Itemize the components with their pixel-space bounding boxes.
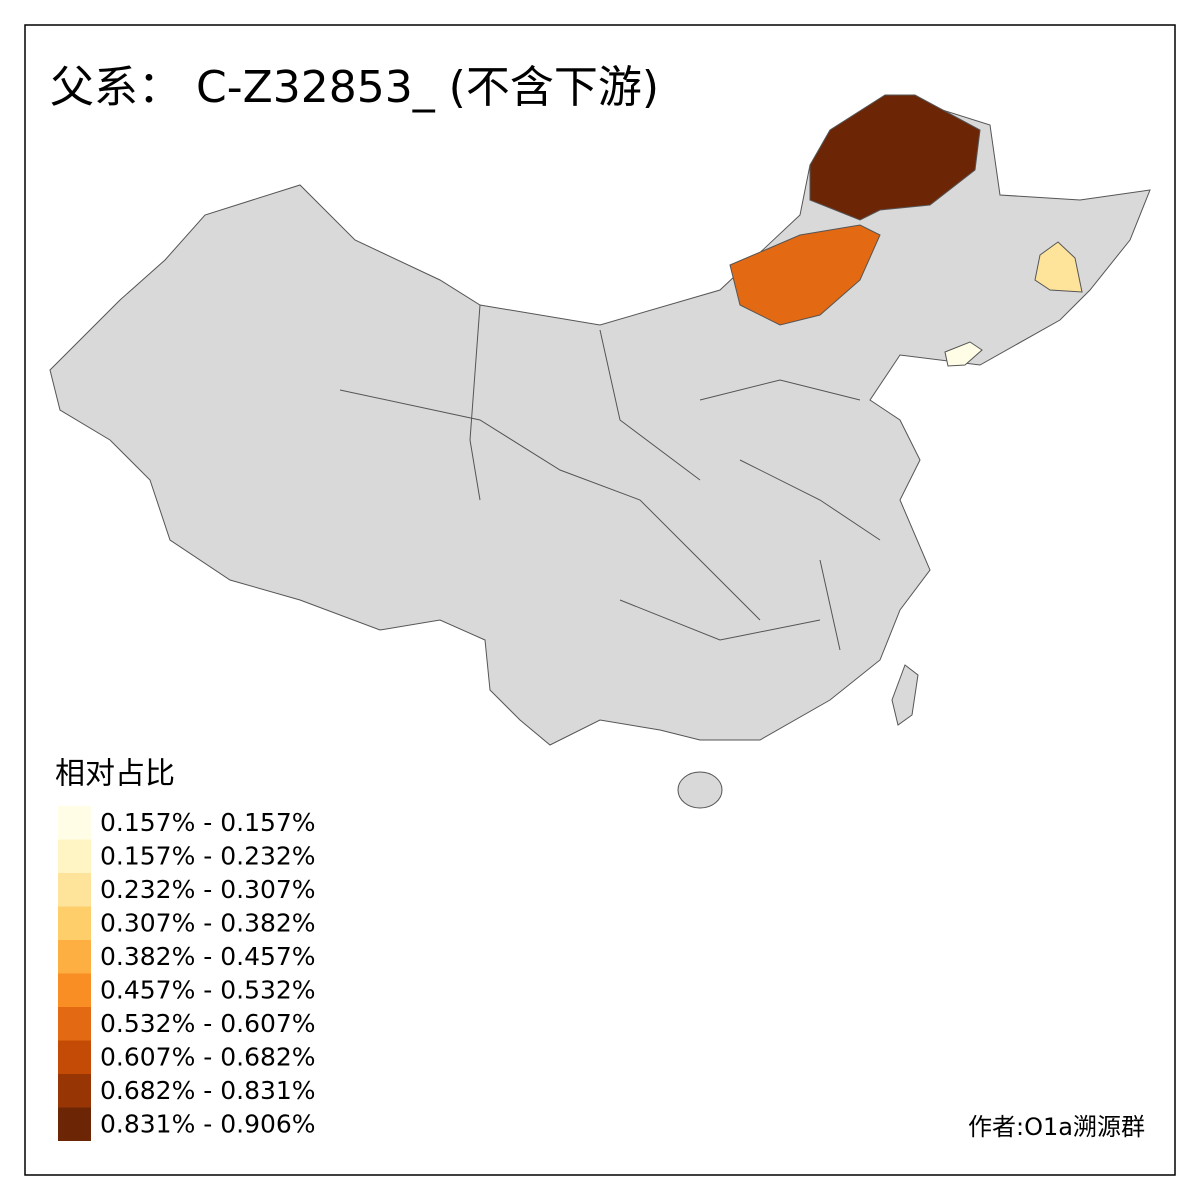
map-title: 父系： C-Z32853_ (不含下游) bbox=[50, 62, 659, 113]
legend-label: 0.157% - 0.157% bbox=[100, 808, 316, 837]
legend-label: 0.157% - 0.232% bbox=[100, 842, 316, 871]
china-outline bbox=[49, 94, 1151, 746]
region-inner-mongolia bbox=[729, 224, 881, 326]
taiwan bbox=[891, 664, 919, 726]
legend: 相对占比 0.157% - 0.157% 0.157% - 0.232% 0.232… bbox=[55, 757, 316, 1141]
legend-label: 0.307% - 0.382% bbox=[100, 909, 316, 938]
hainan bbox=[677, 771, 723, 809]
legend-label: 0.607% - 0.682% bbox=[100, 1043, 316, 1072]
legend-swatch bbox=[58, 806, 91, 840]
legend-swatch bbox=[58, 906, 91, 940]
legend-swatch bbox=[58, 1107, 91, 1141]
legend-swatch bbox=[58, 973, 91, 1007]
legend-swatch bbox=[58, 1040, 91, 1074]
legend-label: 0.232% - 0.307% bbox=[100, 875, 316, 904]
map bbox=[49, 94, 1151, 809]
legend-label: 0.532% - 0.607% bbox=[100, 1009, 316, 1038]
province-borders bbox=[339, 304, 881, 651]
legend-swatch bbox=[58, 839, 91, 873]
legend-label: 0.831% - 0.906% bbox=[100, 1110, 316, 1139]
legend-label: 0.457% - 0.532% bbox=[100, 976, 316, 1005]
legend-swatch bbox=[58, 1007, 91, 1041]
region-liaoning bbox=[944, 341, 983, 367]
legend-swatch bbox=[58, 1074, 91, 1108]
legend-label: 0.382% - 0.457% bbox=[100, 942, 316, 971]
legend-swatch bbox=[58, 940, 91, 974]
region-hulunbuir bbox=[809, 94, 981, 221]
legend-swatch bbox=[58, 873, 91, 907]
region-heilongjiang bbox=[1034, 241, 1083, 293]
legend-label: 0.682% - 0.831% bbox=[100, 1076, 316, 1105]
credit: 作者:O1a溯源群 bbox=[968, 1113, 1145, 1141]
legend-title: 相对占比 bbox=[55, 757, 175, 792]
